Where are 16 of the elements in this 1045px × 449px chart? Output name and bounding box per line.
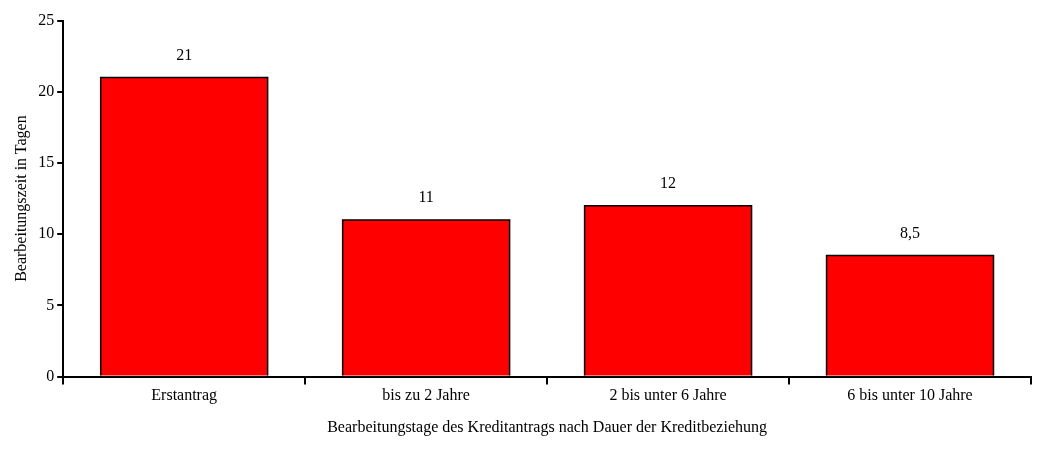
y-tick-label: 15 (38, 153, 55, 171)
x-axis-title: Bearbeitungstage des Kreditantrags nach Dauer der Kreditbeziehung (327, 417, 768, 436)
data-label: 8,5 (900, 223, 921, 241)
x-tick-label: bis zu 2 Jahre (382, 386, 470, 404)
data-label: 11 (418, 188, 434, 206)
y-tick-label: 0 (46, 366, 55, 384)
y-tick-label: 5 (46, 295, 55, 313)
y-tick-label: 20 (38, 82, 55, 99)
x-tick-label: 2 bis unter 6 Jahre (609, 386, 727, 404)
y-axis-title: Bearbeitungszeit in Tagen (11, 115, 30, 282)
data-label: 21 (176, 45, 193, 63)
x-tick-label: 6 bis unter 10 Jahre (847, 386, 973, 404)
y-tick-label: 25 (38, 10, 55, 28)
x-tick-label: Erstantrag (151, 386, 218, 405)
y-tick-label: 10 (38, 224, 55, 242)
data-label: 12 (660, 173, 677, 191)
